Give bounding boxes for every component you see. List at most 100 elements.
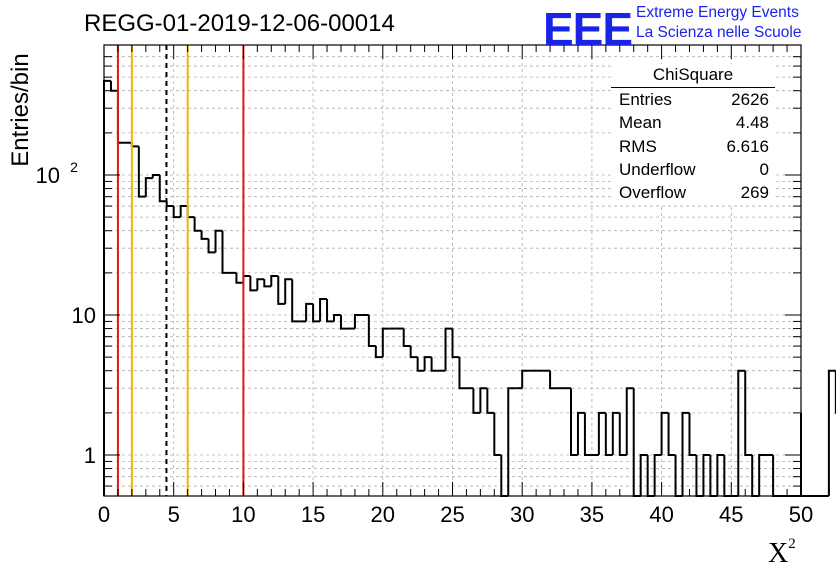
x-tick-label: 35 bbox=[580, 502, 604, 527]
histogram-bin bbox=[716, 454, 725, 496]
histogram-bin bbox=[604, 412, 613, 456]
histogram-bin bbox=[256, 278, 265, 291]
histogram-bin bbox=[583, 412, 592, 456]
grid-lines bbox=[104, 45, 801, 496]
stats-value: 6.616 bbox=[726, 136, 769, 156]
stats-label: Underflow bbox=[619, 159, 696, 179]
eee-logo: EEE bbox=[543, 3, 633, 55]
histogram-bin bbox=[326, 299, 335, 323]
histogram-bin bbox=[632, 388, 641, 497]
y-tick-label: 10 bbox=[72, 303, 96, 328]
histogram-bin bbox=[339, 315, 348, 330]
x-tick-label: 45 bbox=[719, 502, 743, 527]
x-tick-label: 40 bbox=[649, 502, 673, 527]
histogram-bin bbox=[416, 357, 425, 372]
histogram-bin bbox=[402, 328, 411, 348]
stats-row-rms: RMS 6.616 bbox=[611, 135, 775, 158]
histogram-bin bbox=[263, 279, 272, 288]
histogram-bin bbox=[597, 411, 606, 455]
histogram-bin bbox=[521, 369, 530, 389]
histogram-bin bbox=[305, 302, 314, 322]
histogram-bin bbox=[103, 79, 111, 496]
histogram-bin bbox=[235, 272, 244, 284]
histogram-bin bbox=[221, 230, 230, 274]
x-tick-label: 50 bbox=[789, 502, 813, 527]
histogram-bin bbox=[549, 370, 558, 390]
histogram-bin bbox=[270, 274, 279, 287]
histogram-bin bbox=[291, 279, 300, 323]
histogram-bin bbox=[472, 388, 481, 414]
y-tick-label-exponent: 2 bbox=[70, 159, 78, 175]
histogram-bin bbox=[625, 387, 634, 455]
histogram-bin bbox=[681, 411, 690, 496]
histogram-bin bbox=[214, 229, 223, 253]
x-tick-label: 5 bbox=[168, 502, 180, 527]
histogram-bin bbox=[451, 328, 460, 359]
stats-row-mean: Mean 4.48 bbox=[611, 111, 775, 134]
y-tick-label: 10 bbox=[36, 163, 60, 188]
stats-box: ChiSquare Entries 2626 Mean 4.48 RMS 6.6… bbox=[611, 64, 775, 205]
histogram-bin bbox=[353, 314, 362, 329]
histogram-bin bbox=[702, 454, 711, 496]
stats-value: 0 bbox=[759, 159, 769, 179]
stats-label: Mean bbox=[619, 113, 662, 133]
y-tick-label: 1 bbox=[84, 443, 96, 468]
histogram-bin bbox=[193, 217, 202, 232]
histogram-bin bbox=[319, 298, 328, 322]
histogram-bin bbox=[667, 412, 676, 456]
histogram-bin bbox=[758, 454, 767, 496]
histogram-bin bbox=[249, 275, 258, 292]
histogram-bin bbox=[423, 356, 432, 371]
axis-ticks bbox=[103, 45, 802, 496]
histogram-bin bbox=[486, 388, 495, 414]
histogram-bin bbox=[639, 454, 648, 496]
histogram-bin bbox=[312, 303, 321, 323]
histogram-bin bbox=[374, 346, 383, 359]
histogram-bin bbox=[116, 90, 125, 144]
histogram-bin bbox=[109, 80, 118, 92]
x-tick-label: 0 bbox=[98, 502, 110, 527]
histogram-bin bbox=[144, 177, 153, 197]
histogram-bin bbox=[653, 454, 662, 496]
x-tick-label: 30 bbox=[510, 502, 534, 527]
histogram-bin bbox=[137, 146, 146, 198]
stats-label: Overflow bbox=[619, 183, 687, 203]
x-tick-label: 25 bbox=[440, 502, 464, 527]
marker-lines bbox=[116, 45, 245, 496]
chart-title: REGG-01-2019-12-06-00014 bbox=[84, 10, 395, 37]
logo-line-1: Extreme Energy Events bbox=[636, 4, 799, 21]
histogram-bin bbox=[660, 411, 669, 455]
stats-value: 269 bbox=[740, 183, 769, 203]
histogram-bin bbox=[151, 174, 160, 179]
histogram-bin bbox=[179, 205, 188, 218]
stats-label: Entries bbox=[619, 90, 672, 109]
y-axis-label: Entries/bin bbox=[7, 53, 34, 167]
histogram-bin bbox=[409, 346, 418, 359]
histogram-bin bbox=[611, 411, 620, 455]
stats-value: 4.48 bbox=[735, 113, 769, 133]
histogram-bin bbox=[737, 369, 746, 496]
histogram-bin bbox=[165, 201, 174, 208]
x-axis-label: X2 bbox=[768, 536, 796, 570]
histogram-bin bbox=[172, 206, 181, 219]
x-tick-label: 15 bbox=[301, 502, 325, 527]
axis-tick-labels: 0 5 10 15 20 25 30 35 40 45 50 1 10 10 2 bbox=[36, 159, 814, 527]
histogram-bin bbox=[688, 412, 697, 456]
histogram-bin bbox=[367, 315, 376, 348]
histogram-bin bbox=[618, 412, 627, 456]
stats-title: ChiSquare bbox=[611, 64, 775, 88]
histogram-bin bbox=[576, 411, 585, 455]
histogram-bin bbox=[284, 278, 293, 304]
histogram-bin bbox=[507, 387, 516, 496]
logo-line-2: La Scienza nelle Scuole bbox=[636, 24, 802, 41]
histogram-bin bbox=[277, 275, 286, 305]
histogram-bin bbox=[381, 327, 390, 358]
histogram-bin bbox=[242, 274, 251, 283]
stats-row-overflow: Overflow 269 bbox=[611, 181, 775, 204]
x-axis-label-sup: 2 bbox=[788, 536, 796, 552]
histogram-bin bbox=[207, 238, 216, 254]
histogram-bin bbox=[493, 412, 502, 456]
histogram-bin bbox=[130, 142, 139, 148]
histogram-bin bbox=[827, 369, 836, 496]
